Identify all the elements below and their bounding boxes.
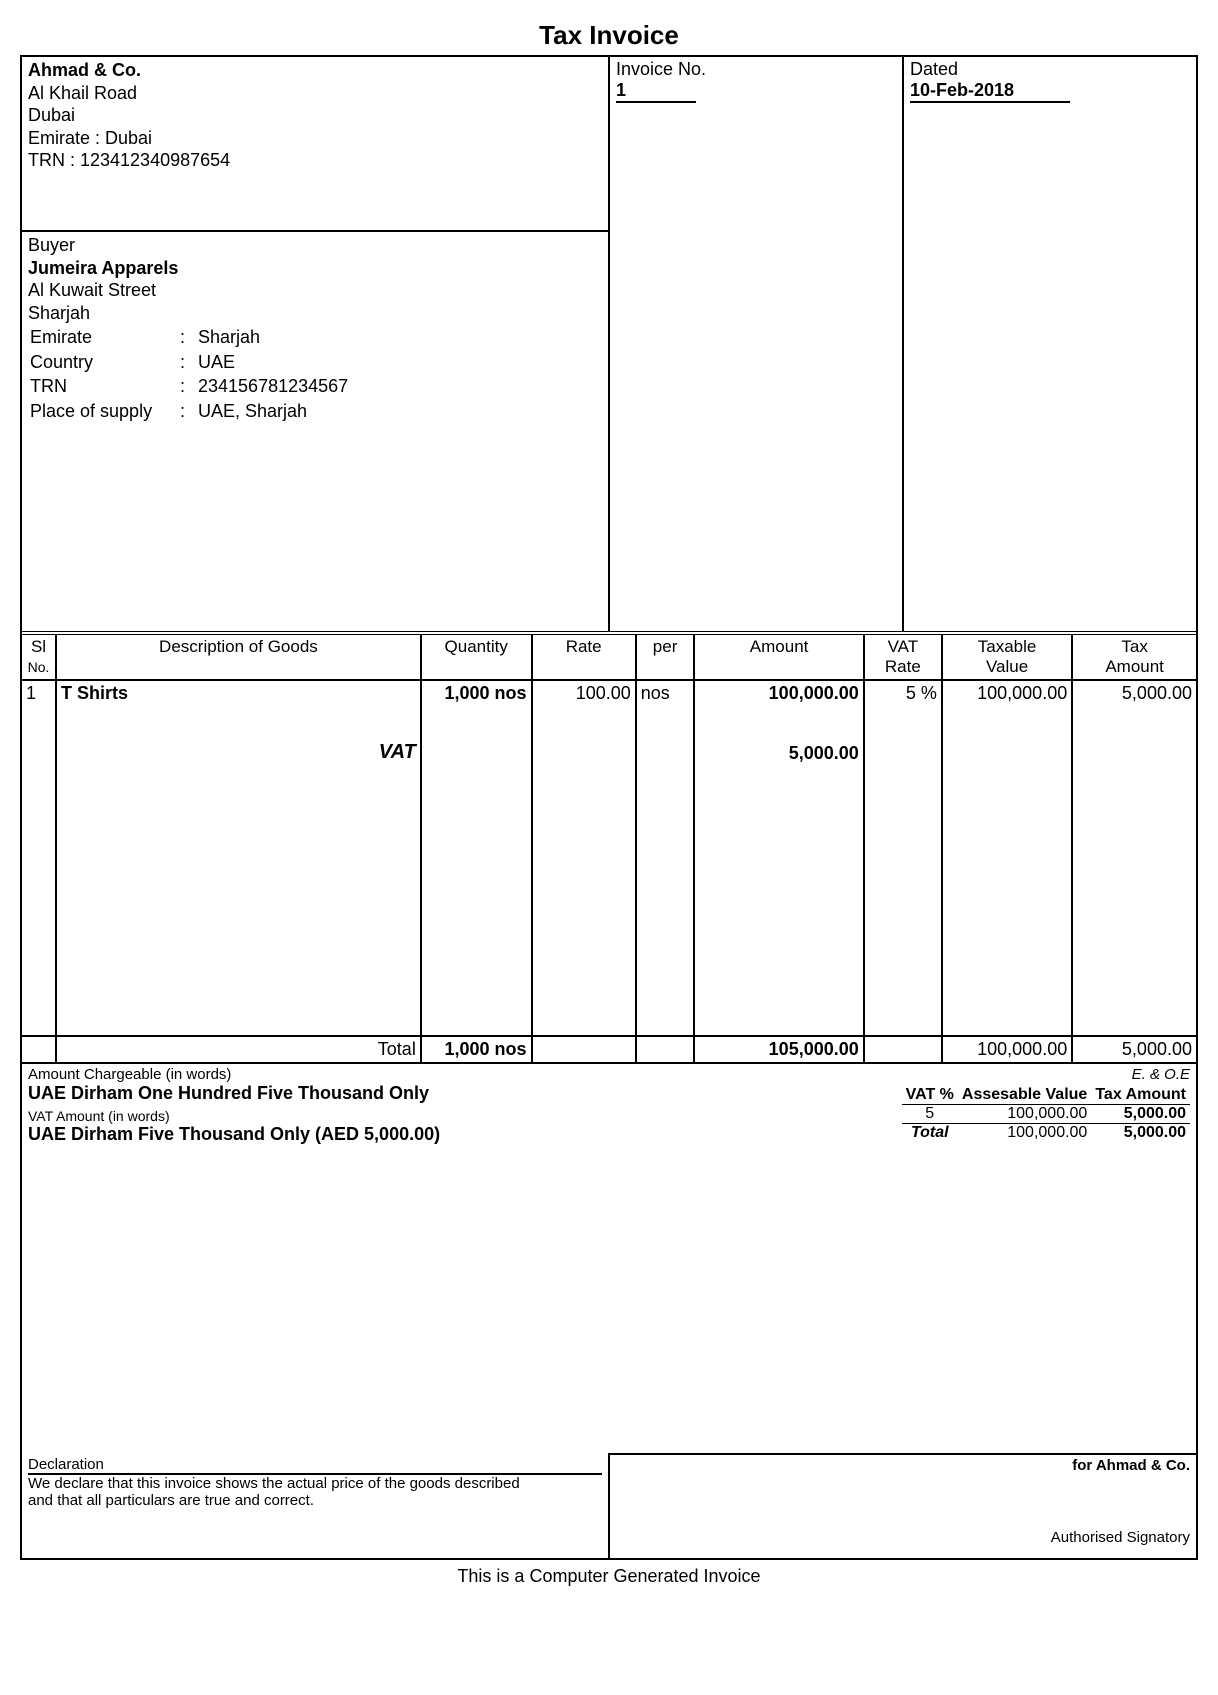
dated-value: 10-Feb-2018	[910, 80, 1070, 103]
col-rate: Rate	[532, 633, 636, 680]
item-amount: 100,000.00	[694, 680, 863, 706]
buyer-details: Emirate:Sharjah Country:UAE TRN:23415678…	[28, 324, 350, 424]
item-tax: 5,000.00	[1072, 680, 1196, 706]
col-per: per	[636, 633, 695, 680]
vs-hdr-ass: Assesable Value	[958, 1086, 1091, 1105]
vat-summary-table: VAT % Assesable Value Tax Amount 5 100,0…	[902, 1086, 1190, 1142]
col-desc: Description of Goods	[56, 633, 421, 680]
vs-row-ass: 100,000.00	[958, 1105, 1091, 1124]
eoe: E. & O.E	[1132, 1066, 1190, 1083]
buyer-spacer-2	[903, 231, 1197, 631]
col-sl: Sl No.	[22, 633, 56, 680]
total-qty: 1,000 nos	[421, 1036, 532, 1063]
item-filler	[22, 766, 1196, 1036]
item-sl: 1	[22, 680, 56, 706]
seller-trn: TRN : 123412340987654	[28, 149, 602, 172]
vat-row: VAT 5,000.00	[22, 706, 1196, 766]
declaration-label: Declaration	[28, 1456, 602, 1475]
seller-emirate: Emirate : Dubai	[28, 127, 602, 150]
invoice-no-cell: Invoice No. 1	[609, 56, 903, 224]
seller-block: Ahmad & Co. Al Khail Road Dubai Emirate …	[21, 56, 609, 231]
for-label: for Ahmad & Co.	[616, 1457, 1190, 1474]
seller-addr1: Al Khail Road	[28, 82, 602, 105]
document-title: Tax Invoice	[20, 20, 1198, 51]
col-tax: Tax Amount	[1072, 633, 1196, 680]
vat-amount: 5,000.00	[694, 706, 863, 766]
items-table: Sl No. Description of Goods Quantity Rat…	[22, 631, 1196, 1064]
item-rate: 100.00	[532, 680, 636, 706]
signatory-block: for Ahmad & Co. Authorised Signatory	[609, 1454, 1197, 1559]
total-tax: 5,000.00	[1072, 1036, 1196, 1063]
buyer-addr2: Sharjah	[28, 302, 602, 325]
item-desc: T Shirts	[56, 680, 421, 706]
total-amount: 105,000.00	[694, 1036, 863, 1063]
vs-total-label: Total	[902, 1124, 958, 1143]
amount-words-label: Amount Chargeable (in words)	[28, 1066, 231, 1083]
buyer-label: Buyer	[28, 234, 602, 257]
invoice-no-label: Invoice No.	[616, 59, 896, 80]
seller-addr2: Dubai	[28, 104, 602, 127]
dated-cell: Dated 10-Feb-2018	[903, 56, 1197, 224]
header-spacer-1	[609, 224, 903, 231]
invoice-no: 1	[616, 80, 696, 103]
total-label: Total	[56, 1036, 421, 1063]
buyer-name: Jumeira Apparels	[28, 257, 602, 280]
buyer-block: Buyer Jumeira Apparels Al Kuwait Street …	[21, 231, 609, 631]
buyer-addr1: Al Kuwait Street	[28, 279, 602, 302]
vs-row-tax: 5,000.00	[1091, 1105, 1190, 1124]
vs-row-pct: 5	[902, 1105, 958, 1124]
invoice-document: Tax Invoice Ahmad & Co. Al Khail Road Du…	[20, 20, 1198, 1587]
item-row: 1 T Shirts 1,000 nos 100.00 nos 100,000.…	[22, 680, 1196, 706]
words-section: Amount Chargeable (in words) E. & O.E UA…	[21, 1064, 1197, 1454]
header-spacer-2	[903, 224, 1197, 231]
buyer-spacer-1	[609, 231, 903, 631]
footer-note: This is a Computer Generated Invoice	[20, 1560, 1198, 1587]
vs-hdr-pct: VAT %	[902, 1086, 958, 1105]
signatory: Authorised Signatory	[616, 1529, 1190, 1546]
col-amount: Amount	[694, 633, 863, 680]
declaration-text: We declare that this invoice shows the a…	[28, 1475, 528, 1509]
col-vatrate: VAT Rate	[864, 633, 942, 680]
seller-name: Ahmad & Co.	[28, 59, 602, 82]
vs-hdr-tax: Tax Amount	[1091, 1086, 1190, 1105]
item-per: nos	[636, 680, 695, 706]
items-section: Sl No. Description of Goods Quantity Rat…	[21, 631, 1197, 1064]
vs-total-tax: 5,000.00	[1091, 1124, 1190, 1143]
dated-label: Dated	[910, 59, 1190, 80]
total-taxable: 100,000.00	[942, 1036, 1072, 1063]
item-vatrate: 5 %	[864, 680, 942, 706]
declaration-block: Declaration We declare that this invoice…	[21, 1454, 609, 1559]
invoice-table: Ahmad & Co. Al Khail Road Dubai Emirate …	[20, 55, 1198, 1560]
totals-row: Total 1,000 nos 105,000.00 100,000.00 5,…	[22, 1036, 1196, 1063]
col-qty: Quantity	[421, 633, 532, 680]
item-taxable: 100,000.00	[942, 680, 1072, 706]
vs-total-ass: 100,000.00	[958, 1124, 1091, 1143]
item-qty: 1,000 nos	[421, 680, 532, 706]
vat-label: VAT	[56, 706, 421, 766]
col-taxable: Taxable Value	[942, 633, 1072, 680]
